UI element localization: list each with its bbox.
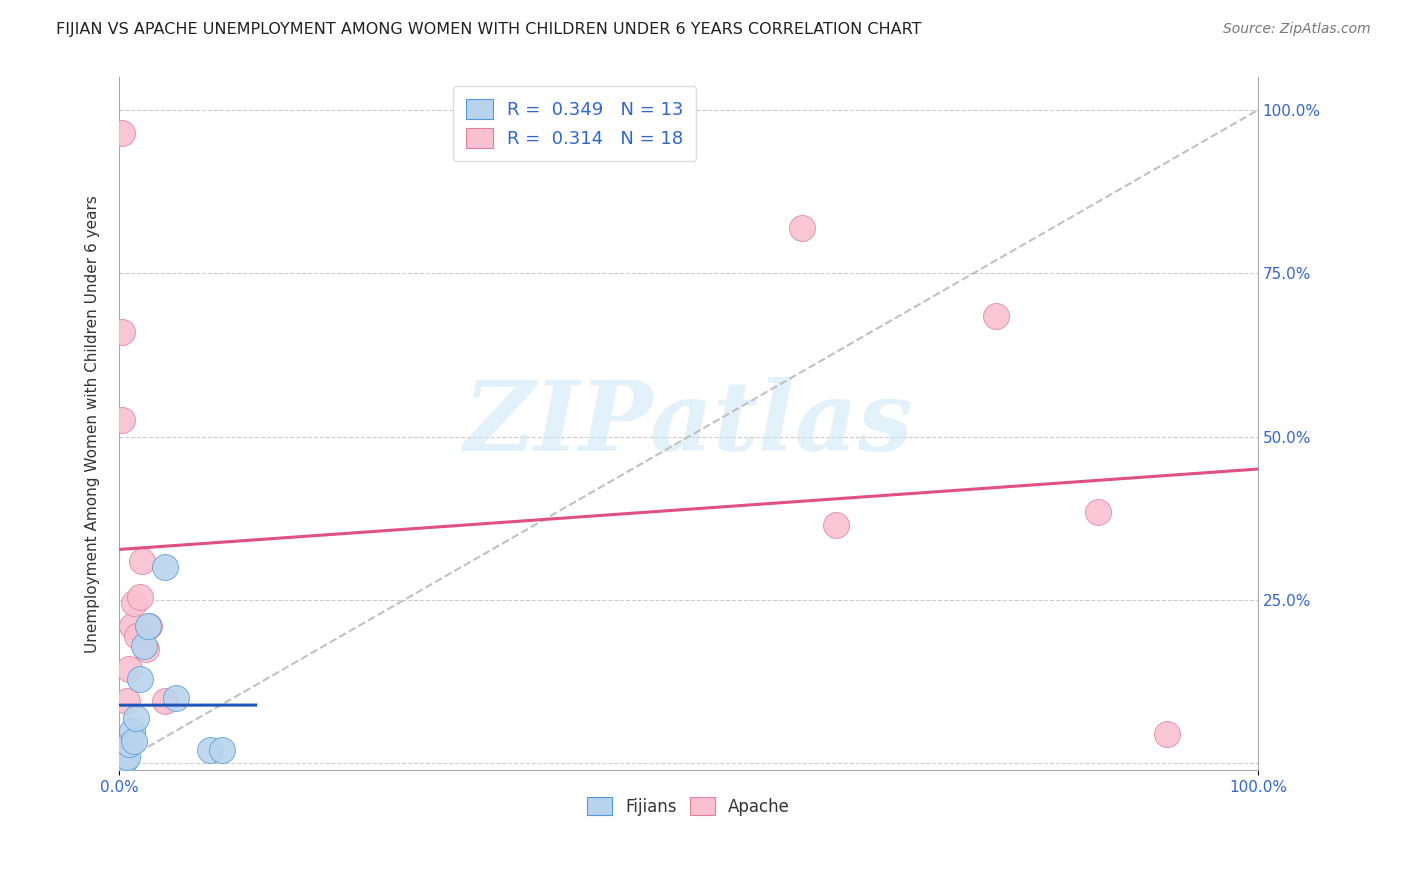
Point — [115, 694, 138, 708]
Point — [211, 743, 233, 757]
Point — [127, 629, 149, 643]
Point — [153, 560, 176, 574]
Point — [825, 518, 848, 533]
Point — [118, 662, 141, 676]
Point — [153, 694, 176, 708]
Legend: Fijians, Apache: Fijians, Apache — [578, 789, 799, 824]
Point — [111, 126, 134, 140]
Point — [128, 590, 150, 604]
Text: Source: ZipAtlas.com: Source: ZipAtlas.com — [1223, 22, 1371, 37]
Point — [118, 737, 141, 751]
Point — [111, 325, 134, 339]
Y-axis label: Unemployment Among Women with Children Under 6 years: Unemployment Among Women with Children U… — [86, 194, 100, 653]
Point — [125, 711, 148, 725]
Point — [121, 619, 143, 633]
Point — [135, 642, 157, 657]
Point — [1156, 727, 1178, 741]
Point — [1087, 505, 1109, 519]
Text: ZIPatlas: ZIPatlas — [464, 376, 914, 471]
Point — [131, 554, 153, 568]
Point — [792, 220, 814, 235]
Point — [111, 413, 134, 427]
Point — [136, 619, 159, 633]
Point — [122, 733, 145, 747]
Point — [138, 619, 160, 633]
Point — [128, 672, 150, 686]
Point — [122, 596, 145, 610]
Point — [198, 743, 221, 757]
Point — [165, 691, 187, 706]
Point — [114, 753, 136, 767]
Point — [121, 723, 143, 738]
Point — [984, 309, 1007, 323]
Point — [115, 750, 138, 764]
Text: FIJIAN VS APACHE UNEMPLOYMENT AMONG WOMEN WITH CHILDREN UNDER 6 YEARS CORRELATIO: FIJIAN VS APACHE UNEMPLOYMENT AMONG WOME… — [56, 22, 922, 37]
Point — [132, 639, 155, 653]
